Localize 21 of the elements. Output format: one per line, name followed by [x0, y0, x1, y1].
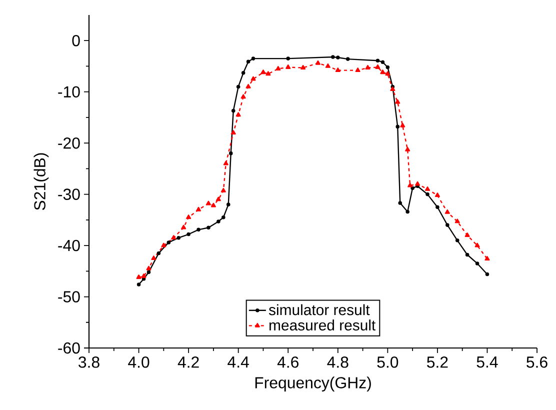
y-tick-label: 0	[72, 34, 80, 46]
x-tick-label: 3.8	[78, 356, 100, 368]
y-tick-label: -20	[58, 137, 80, 149]
x-tick-label: 4.0	[128, 356, 150, 368]
y-tick-label: -50	[58, 291, 80, 302]
x-axis-title: Frequency(GHz)	[255, 376, 371, 392]
x-tick-label: 5.2	[427, 356, 448, 368]
legend-label: simulator result	[268, 304, 370, 316]
y-tick-label: -60	[58, 342, 80, 354]
x-tick-label: 5.0	[377, 356, 398, 368]
y-tick-label: -40	[58, 240, 80, 252]
x-tick-label: 5.6	[526, 356, 548, 368]
y-tick-label: -30	[58, 188, 80, 200]
y-axis-title: S21(dB)	[34, 153, 49, 210]
x-tick-label: 4.6	[277, 356, 298, 368]
y-tick-label: -10	[58, 86, 80, 98]
legend-label: measured result	[270, 320, 376, 331]
x-tick-label: 5.4	[476, 356, 498, 368]
x-tick-label: 4.8	[327, 356, 348, 368]
x-tick-label: 4.4	[228, 356, 249, 368]
x-tick-label: 4.2	[178, 356, 199, 368]
